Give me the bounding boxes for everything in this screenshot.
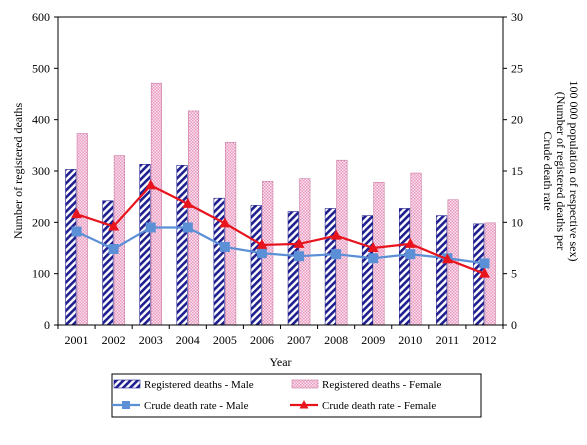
y-right-tick-label: 30 [511, 10, 523, 24]
bar-male-2008 [324, 208, 336, 326]
female-rate-point-2002 [108, 220, 120, 231]
bar-male-2004 [176, 165, 188, 326]
legend-box [111, 373, 482, 418]
x-tick-label: 2003 [139, 333, 163, 347]
y-right-axis-title-line: (Number of registered deaths per [554, 92, 568, 251]
legend-swatch-male-marker [122, 401, 130, 409]
y-left-tick-label: 100 [32, 267, 50, 281]
y-right-axis-title-line: 100 000 population of respective sex) [567, 81, 581, 262]
male-rate-point-2006 [256, 248, 267, 259]
female-rate-point-2009 [367, 242, 379, 252]
x-tick-label: 2008 [324, 333, 348, 347]
legend-label: Crude death rate - Female [322, 400, 436, 412]
y-left-tick-label: 0 [44, 318, 50, 332]
y-left-tick-label: 300 [32, 164, 50, 178]
y-right-tick-label: 15 [511, 164, 523, 178]
y-left-tick-label: 500 [32, 61, 50, 75]
x-tick-label: 2010 [398, 333, 422, 347]
x-tick-label: 2001 [65, 333, 89, 347]
y-right-tick-label: 25 [511, 61, 523, 75]
x-tick-label: 2006 [250, 333, 274, 347]
male-rate-point-2008 [331, 249, 342, 260]
legend-swatch-female-marker [299, 400, 309, 409]
male-rate-point-2001 [71, 226, 82, 237]
bar-male-2002 [102, 200, 114, 326]
bar-female-2004 [187, 110, 200, 326]
bar-male-2010 [398, 208, 411, 326]
y-right-tick-label: 0 [511, 318, 517, 332]
bar-female-2005 [225, 141, 237, 326]
female-rate-point-2011 [441, 253, 453, 264]
female-rate-point-2012 [478, 267, 490, 278]
male-rate-point-2005 [219, 241, 230, 252]
x-axis-title: Year [269, 355, 291, 369]
y-left-axis-title: Number of registered deaths [11, 103, 25, 240]
x-tick-label: 2011 [436, 333, 460, 347]
legend-swatch-male-bar [113, 379, 141, 389]
legend-swatch-female-bar [291, 379, 319, 389]
bar-male-2007 [287, 211, 299, 326]
bar-male-2006 [250, 205, 262, 326]
bar-female-2003 [150, 82, 163, 326]
female-rate-point-2007 [293, 237, 305, 248]
bar-female-2002 [113, 155, 125, 326]
female-rate-point-2008 [330, 229, 342, 240]
x-tick-label: 2007 [287, 333, 311, 347]
female-rate-point-2006 [256, 238, 268, 249]
bar-female-2010 [410, 172, 422, 326]
female-rate-point-2010 [404, 237, 416, 248]
x-tick-label: 2005 [213, 333, 237, 347]
male-rate-point-2009 [368, 253, 379, 264]
female-rate-line [76, 184, 485, 275]
x-tick-label: 2004 [176, 333, 200, 347]
female-rate-point-2004 [182, 197, 194, 208]
legend-label: Registered deaths - Female [322, 379, 442, 391]
male-rate-point-2010 [405, 249, 416, 260]
bar-male-2009 [361, 215, 374, 326]
y-left-tick-label: 200 [32, 215, 50, 229]
bar-male-2001 [65, 169, 77, 326]
female-rate-point-2001 [71, 208, 83, 219]
x-tick-label: 2009 [361, 333, 385, 347]
male-rate-line [76, 226, 485, 265]
legend: Registered deaths - Male Registered death… [111, 373, 482, 418]
y-right-tick-label: 20 [511, 113, 523, 127]
y-left-tick-label: 600 [32, 10, 50, 24]
female-rate-point-2003 [145, 179, 157, 190]
male-rate-point-2007 [294, 251, 305, 262]
male-rate-point-2002 [108, 244, 119, 255]
y-left-tick-label: 400 [32, 113, 50, 127]
y-right-tick-label: 5 [511, 267, 517, 281]
bar-female-2008 [336, 159, 348, 326]
bar-male-2011 [436, 215, 448, 326]
legend-label: Registered deaths - Male [144, 379, 254, 391]
x-tick-label: 2012 [472, 333, 496, 347]
female-rate-point-2005 [219, 217, 231, 228]
legend-label: Crude death rate - Male [144, 400, 249, 412]
male-rate-point-2012 [479, 258, 490, 269]
x-tick-label: 2002 [102, 333, 126, 347]
male-rate-point-2004 [182, 222, 193, 233]
y-right-tick-label: 10 [511, 215, 523, 229]
y-right-axis-title-line: Crude death rate [541, 131, 555, 210]
male-rate-point-2003 [145, 222, 156, 233]
